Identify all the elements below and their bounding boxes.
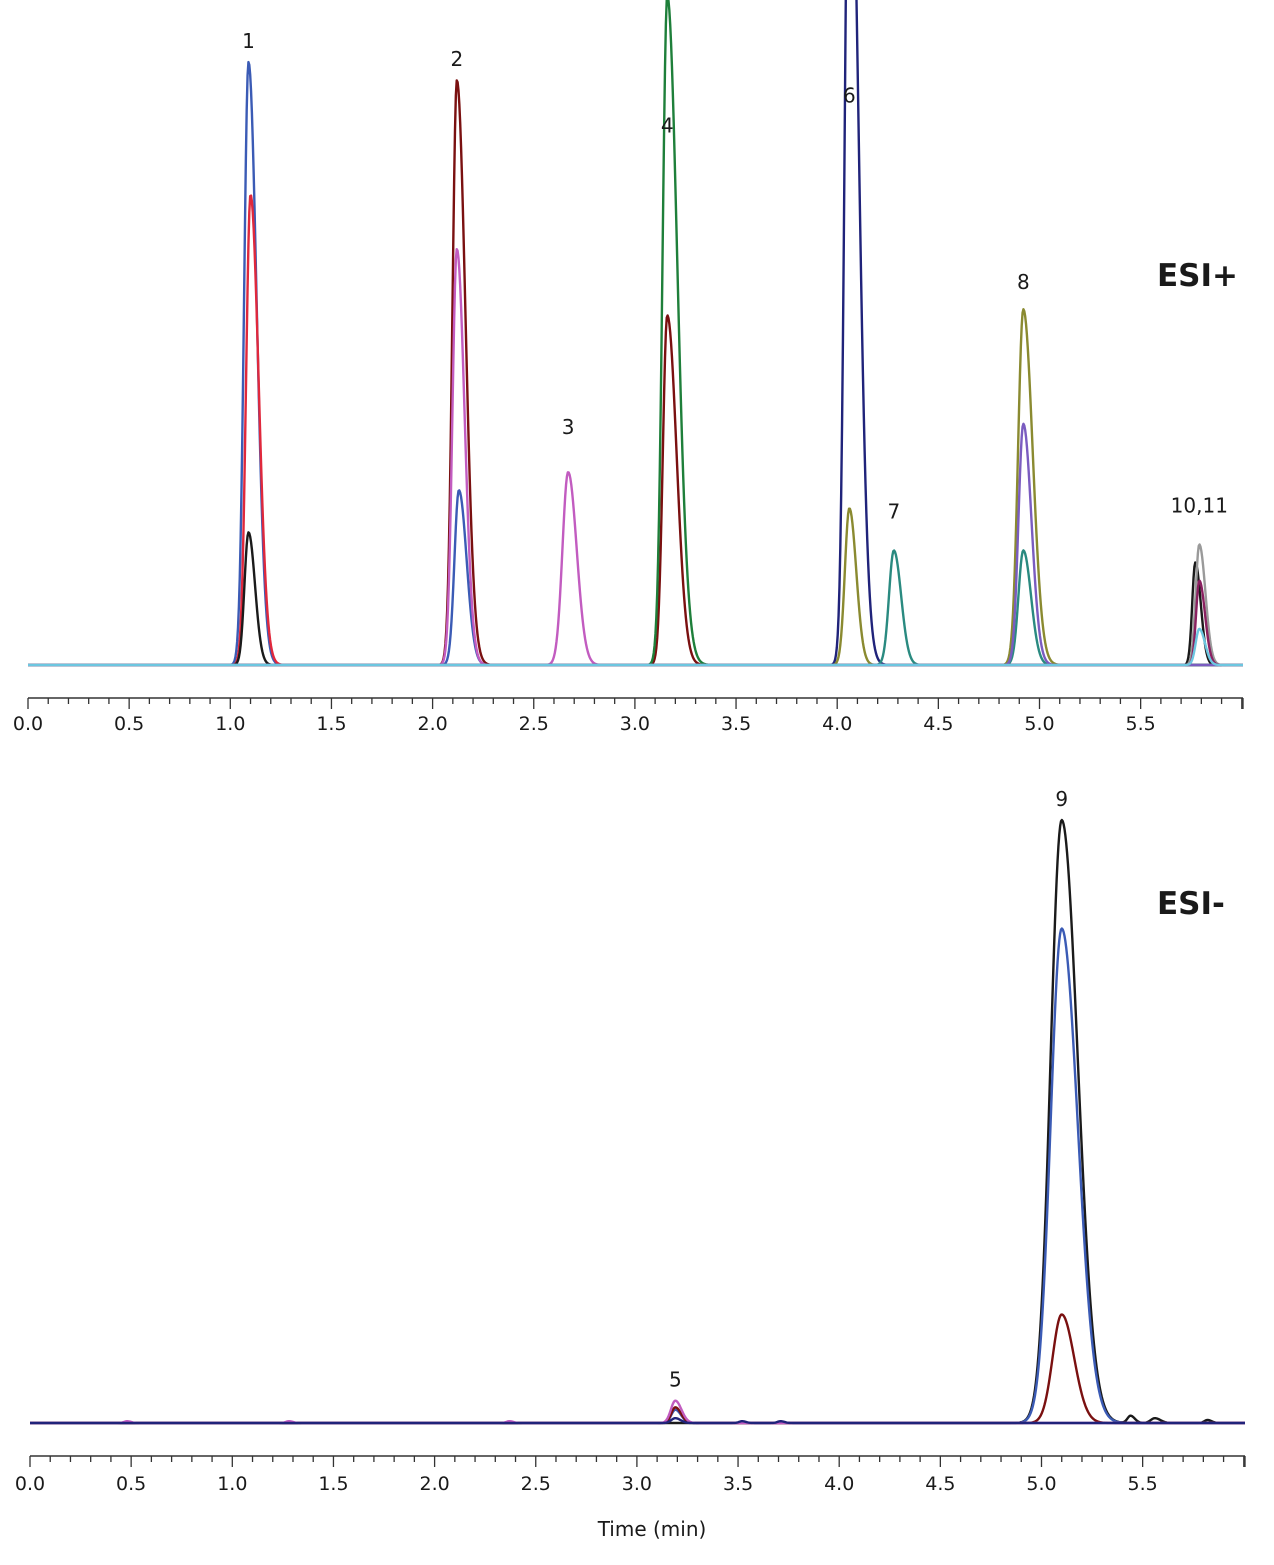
esi-plus-trace-2 [27,194,1244,667]
x-tick-label: 5.0 [1024,713,1054,735]
esi-minus-x-ticks: 0.0 0.5 1.0 1.5 2.0 2.5 3.0 3.5 4.0 4.5 5.0 5.5 [15,1456,1246,1495]
x-tick-label: 0.0 [13,713,43,735]
x-tick-label: 3.0 [620,713,650,735]
peak-label: 4 [661,113,674,137]
peak-label: 8 [1017,270,1030,294]
x-tick-label: 1.5 [318,1473,348,1495]
peak-label: 2 [451,47,464,71]
x-tick-label: 4.5 [925,1473,955,1495]
esi-plus-trace-8 [27,308,1244,667]
esi-minus-peak-labels: 59 [669,787,1068,1392]
esi-plus-trace-7 [27,0,1244,667]
esi-plus-trace-10 [27,422,1244,667]
x-tick-label: 3.5 [721,713,751,735]
esi-minus-traces [29,818,1246,1425]
peak-label: 6 [843,83,856,107]
x-axis-title: Time (min) [597,1517,707,1541]
esi-minus-trace-2 [29,927,1246,1425]
esi-plus-trace-4 [27,79,1244,667]
esi-plus-trace-13 [27,627,1244,667]
x-tick-label: 4.0 [822,713,852,735]
x-tick-label: 2.0 [417,713,447,735]
esi-plus-peak-labels: 1 2 3 4 6 7 8 10,11 [242,29,1228,523]
esi-plus-traces [27,0,1244,667]
esi-minus-mode-label: ESI- [1157,886,1225,922]
esi-minus-trace-5 [29,1416,1246,1425]
peak-label: 10,11 [1171,493,1228,517]
esi-minus-panel: 0.0 0.5 1.0 1.5 2.0 2.5 3.0 3.5 4.0 4.5 5.0 5.5 59 … [15,787,1246,1541]
x-tick-label: 3.0 [622,1473,652,1495]
peak-label: 9 [1055,787,1068,811]
esi-plus-mode-label: ESI+ [1157,258,1238,294]
peak-label: 5 [669,1368,682,1392]
x-tick-label: 3.5 [723,1473,753,1495]
esi-minus-trace-3 [29,1313,1246,1425]
x-tick-label: 0.5 [116,1473,146,1495]
x-tick-label: 1.0 [215,713,245,735]
x-tick-label: 5.5 [1126,713,1156,735]
esi-plus-trace-12 [27,579,1244,667]
x-tick-label: 2.0 [419,1473,449,1495]
x-tick-label: 0.0 [15,1473,45,1495]
peak-label: 7 [887,499,900,523]
x-tick-label: 4.0 [824,1473,854,1495]
esi-plus-trace-1 [27,60,1244,667]
x-tick-label: 5.5 [1128,1473,1158,1495]
esi-plus-trace-6 [27,0,1244,667]
x-tick-label: 1.5 [316,713,346,735]
esi-plus-trace-5 [27,247,1244,667]
esi-plus-x-ticks: 0.0 0.5 1.0 1.5 2.0 2.5 3.0 3.5 4.0 4.5 5.0 5.5 [13,698,1244,735]
x-tick-label: 2.5 [519,713,549,735]
peak-label: 3 [562,415,575,439]
esi-plus-trace-9 [27,549,1244,667]
x-tick-label: 5.0 [1026,1473,1056,1495]
x-tick-label: 4.5 [923,713,953,735]
peak-label: 1 [242,29,255,53]
esi-plus-panel: 0.0 0.5 1.0 1.5 2.0 2.5 3.0 3.5 4.0 4.5 5.0 5.5 1 2 3… [13,0,1244,735]
esi-plus-trace-11 [27,543,1244,667]
x-tick-label: 0.5 [114,713,144,735]
esi-plus-trace-3 [27,531,1244,667]
x-tick-label: 2.5 [521,1473,551,1495]
esi-minus-trace-4 [29,1399,1246,1425]
esi-minus-trace-1 [29,818,1246,1425]
x-tick-label: 1.0 [217,1473,247,1495]
